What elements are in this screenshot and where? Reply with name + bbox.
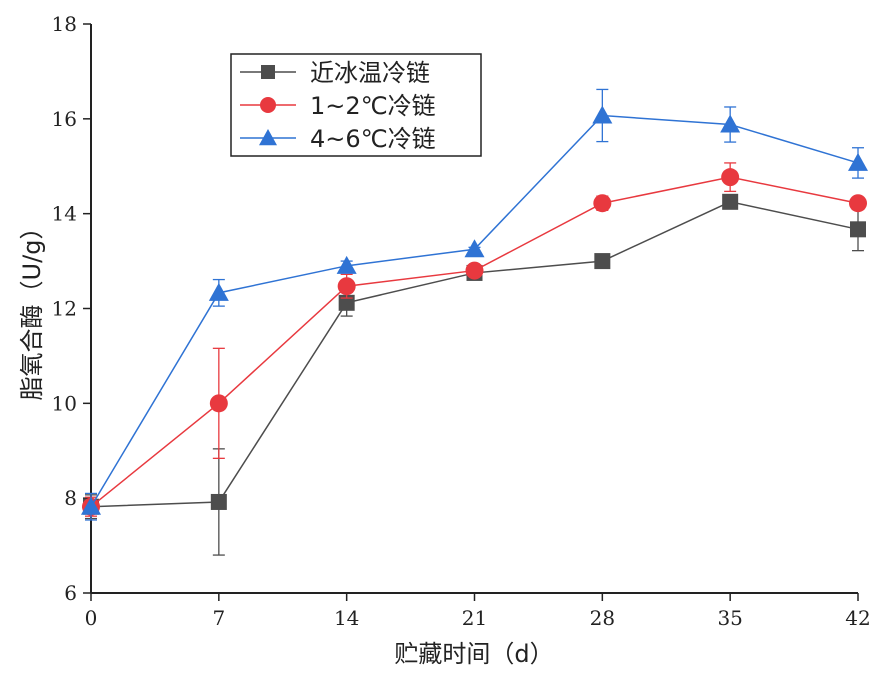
y-tick-label: 8: [64, 486, 77, 510]
data-point: [338, 294, 355, 311]
data-point: [210, 493, 227, 510]
y-axis-title: 脂氧合酶（U/g）: [18, 216, 46, 401]
x-tick-label: 7: [212, 606, 225, 630]
x-tick-label: 14: [334, 606, 359, 630]
x-tick-label: 21: [462, 606, 487, 630]
series-line: [90, 176, 859, 508]
data-point: [722, 193, 739, 210]
data-point: [720, 114, 741, 133]
y-tick-label: 12: [52, 297, 77, 321]
data-point: [81, 496, 101, 515]
legend-marker: [261, 65, 275, 79]
data-point: [848, 152, 868, 171]
series-3: [81, 88, 868, 521]
data-point: [849, 194, 867, 213]
y-tick-group: 6 8 10 12 14 16 18: [52, 12, 91, 605]
legend-label: 4~6℃冷链: [310, 125, 436, 153]
x-tick-label: 28: [590, 606, 615, 630]
data-point: [209, 394, 228, 413]
data-point: [721, 168, 740, 187]
x-tick-label: 35: [717, 606, 742, 630]
legend-label: 近冰温冷链: [310, 59, 430, 87]
y-tick-label: 18: [52, 12, 77, 36]
legend-label: 1~2℃冷链: [310, 92, 436, 120]
series-layer: [81, 88, 868, 556]
data-point: [336, 255, 357, 274]
x-tick-label: 42: [845, 606, 870, 630]
data-point: [337, 277, 356, 296]
data-point: [465, 261, 484, 280]
y-tick-label: 16: [52, 107, 77, 131]
legend-marker: [259, 129, 277, 146]
x-tick-label: 0: [85, 606, 98, 630]
y-tick-label: 14: [52, 202, 77, 226]
data-point: [464, 239, 485, 258]
y-tick-label: 10: [52, 391, 77, 415]
data-point: [850, 221, 866, 238]
data-point: [594, 253, 611, 270]
series-line: [90, 114, 859, 508]
data-point: [593, 194, 612, 213]
y-tick-label: 6: [64, 581, 77, 605]
legend-marker: [260, 97, 276, 113]
legend: 近冰温冷链 1~2℃冷链 4~6℃冷链: [230, 53, 482, 157]
series-2: [82, 162, 867, 517]
data-point: [592, 105, 613, 124]
x-tick-group: 0 7 14 21 28 35 42: [85, 593, 871, 630]
x-axis-title: 贮藏时间（d）: [394, 640, 553, 668]
data-point: [208, 282, 229, 301]
